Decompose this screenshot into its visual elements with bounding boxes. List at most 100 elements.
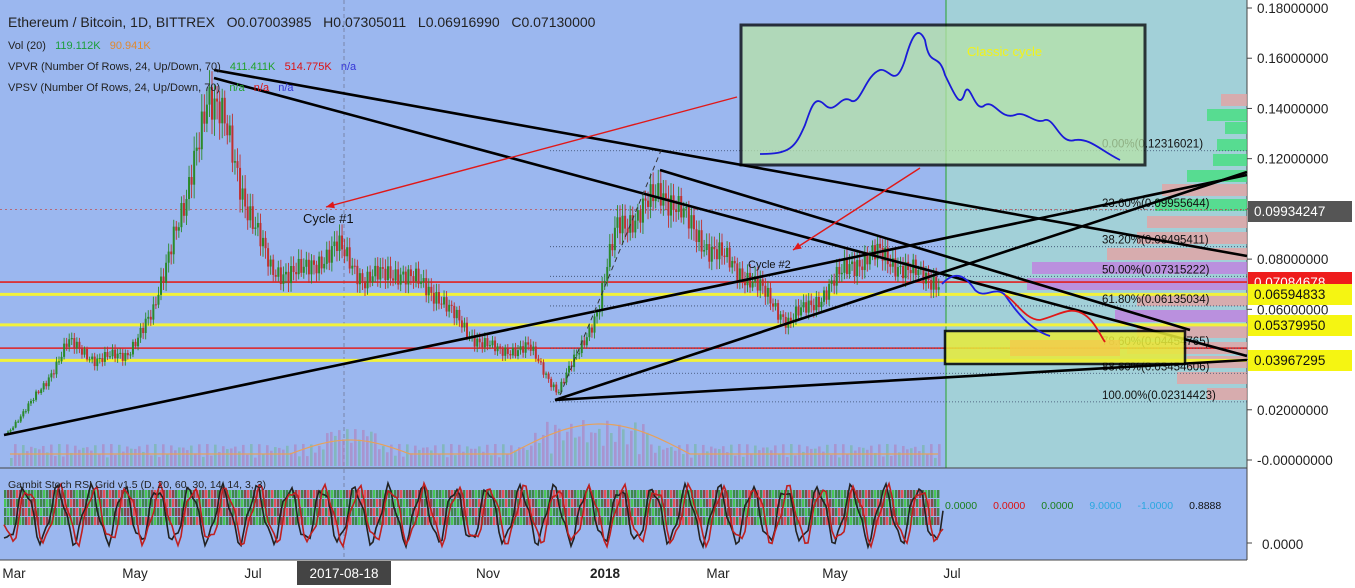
oscillator-grid-cell [211,499,214,507]
oscillator-grid-cell [733,508,736,516]
volume-bar [890,455,893,466]
oscillator-grid-cell [913,508,916,516]
volume-bar [134,448,137,466]
oscillator-grid-cell [175,499,178,507]
candle-body [797,306,800,316]
price-axis-label: 0.02000000 [1257,403,1328,418]
oscillator-grid-cell [256,508,259,516]
oscillator-grid-cell [487,508,490,516]
volume-bar [670,447,673,466]
oscillator-grid-cell [457,499,460,507]
oscillator-grid-cell [379,499,382,507]
oscillator-grid-cell [499,499,502,507]
candle-body [524,342,527,353]
oscillator-grid-cell [346,508,349,516]
oscillator-grid-cell [46,508,49,516]
candle-body [129,354,132,356]
oscillator-grid-cell [556,517,559,525]
volume-bar [882,456,885,466]
oscillator-grid-cell [73,517,76,525]
oscillator-grid-cell [163,508,166,516]
oscillator-grid-cell [202,517,205,525]
oscillator-grid-cell [598,490,601,498]
volume-bar [82,447,85,466]
candle-body [863,252,866,271]
oscillator-grid-cell [697,499,700,507]
oscillator-grid-cell [67,499,70,507]
oscillator-grid-cell [277,508,280,516]
oscillator-grid-cell [439,490,442,498]
vpvr-indicator-row[interactable]: VPVR (Number Of Rows, 24, Up/Down, 70) 4… [8,61,356,73]
oscillator-grid-cell [7,490,10,498]
oscillator-grid-cell [607,508,610,516]
volume-bar [778,453,781,466]
oscillator-grid-cell [16,490,19,498]
oscillator-grid-cell [760,490,763,498]
candle-body [333,241,336,247]
volume-bar [558,428,561,466]
volume-indicator-row[interactable]: Vol (20) 119.112K 90.941K [8,40,151,52]
oscillator-grid-cell [406,517,409,525]
oscillator-grid-cell [118,490,121,498]
oscillator-grid-cell [100,517,103,525]
oscillator-grid-cell [307,490,310,498]
oscillator-grid-cell [337,490,340,498]
oscillator-grid-cell [616,490,619,498]
volume-bar [346,429,349,466]
oscillator-grid-cell [634,499,637,507]
volume-bar [270,450,273,466]
oscillator-grid-cell [169,490,172,498]
oscillator-grid-cell [898,490,901,498]
trend-line [213,76,1248,358]
oscillator-grid-cell [313,499,316,507]
candle-body [613,227,616,251]
oscillator-grid-cell [742,490,745,498]
oscillator-grid-cell [352,508,355,516]
oscillator-grid-cell [649,490,652,498]
candle-body [83,349,86,355]
oscillator-grid-cell [61,517,64,525]
oscillator-grid-cell [259,508,262,516]
candle-body [47,377,50,387]
trend-line [554,170,1248,402]
oscillator-grid-cell [643,499,646,507]
candle-body [506,347,509,354]
volume-bar [182,447,185,466]
oscillator-grid-cell [388,508,391,516]
oscillator-grid-cell [643,508,646,516]
oscillator-grid-cell [466,508,469,516]
oscillator-grid-cell [862,517,865,525]
vpsv-value-1: n/a [229,82,245,94]
volume-bar [354,429,357,466]
candle-body [759,279,762,291]
oscillator-grid-cell [844,499,847,507]
oscillator-grid-cell [808,490,811,498]
oscillator-grid-cell [184,499,187,507]
oscillator-grid-cell [37,508,40,516]
candle-body [881,247,884,261]
candle-body [741,268,744,280]
oscillator-grid-cell [625,490,628,498]
oscillator-grid-cell [802,499,805,507]
candle-body [519,346,522,351]
volume-bar [598,428,601,466]
oscillator-grid-cell [370,508,373,516]
oscillator-grid-cell [724,490,727,498]
oscillator-grid-cell [136,490,139,498]
oscillator-grid-cell [679,490,682,498]
oscillator-grid-cell [442,508,445,516]
candle-body [636,210,639,221]
candle-body [147,316,150,319]
oscillator-grid-cell [247,490,250,498]
oscillator-grid-cell [712,490,715,498]
oscillator-grid-cell [604,490,607,498]
volume-bar [118,444,121,466]
oscillator-grid-cell [43,499,46,507]
volume-bar [826,444,829,466]
oscillator-label[interactable]: Gambit Stoch RSI Grid v1.5 (D, 20, 60, 3… [8,479,266,491]
oscillator-grid-cell [337,508,340,516]
volume-bar [402,456,405,466]
oscillator-grid-cell [400,499,403,507]
volume-bar [762,447,765,466]
vpsv-indicator-row[interactable]: VPSV (Number Of Rows, 24, Up/Down, 70) n… [8,82,294,94]
